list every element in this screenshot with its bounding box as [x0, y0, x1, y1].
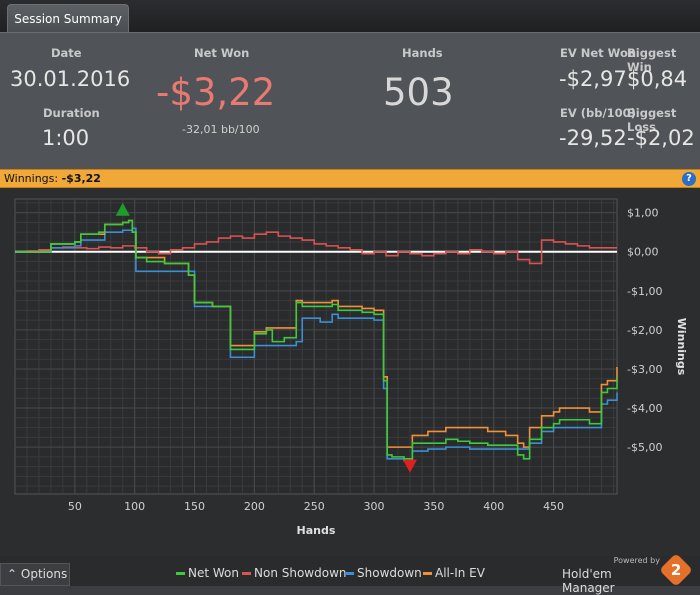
ev-bb100-value: -29,52	[559, 126, 627, 150]
legend-swatch	[242, 572, 251, 575]
powered-by-text: Powered by	[613, 556, 660, 565]
max-marker-icon	[115, 202, 130, 216]
min-marker-icon	[402, 459, 417, 473]
legend-item-all-in-ev: All-In EV	[423, 566, 485, 580]
legend-item-showdown: Showdown	[345, 566, 422, 580]
logo-number: 2	[670, 561, 682, 579]
y-tick-label: $1,00	[627, 207, 659, 220]
y-tick-label: $0,00	[627, 246, 659, 259]
duration-value: 1:00	[42, 126, 90, 150]
x-tick-label: 200	[244, 500, 265, 513]
footer-bar	[0, 556, 700, 586]
legend-label: Net Won	[188, 566, 239, 580]
brand-name: Hold'em Manager	[562, 567, 615, 595]
help-icon[interactable]: ?	[682, 172, 696, 186]
legend-label: Non Showdown	[254, 566, 347, 580]
options-label: Options	[20, 567, 68, 581]
session-summary-panel: Date 30.01.2016 Duration 1:00 Net Won -$…	[0, 32, 700, 169]
tab-session-summary[interactable]: Session Summary	[7, 4, 129, 32]
biggest-win-label: Biggest Win	[627, 46, 677, 74]
y-tick-label: -$1,00	[627, 285, 662, 298]
chart-area: $1,00 $0,00 -$1,00 -$2,00 -$3,00 -$4,00 -$5,00…	[0, 188, 700, 556]
winnings-header-text: Winnings: -$3,22	[4, 172, 101, 185]
y-tick-label: -$3,00	[627, 363, 662, 376]
winnings-header-title: Winnings:	[4, 172, 59, 185]
ev-bb100-label: EV (bb/100)	[560, 106, 636, 120]
biggest-loss-label: Biggest Loss	[627, 106, 677, 134]
x-tick-label: 50	[68, 500, 82, 513]
series-line-non-showdown	[15, 231, 617, 265]
date-value: 30.01.2016	[10, 67, 131, 91]
legend-label: All-In EV	[435, 566, 485, 580]
winnings-header-value: -$3,22	[61, 172, 101, 185]
chart-markers	[115, 202, 417, 473]
ev-net-won-label: EV Net Won	[560, 46, 637, 60]
legend-item-net-won: Net Won	[176, 566, 239, 580]
winnings-chart: $1,00 $0,00 -$1,00 -$2,00 -$3,00 -$4,00 -$5,00…	[14, 198, 688, 537]
net-won-bb100: -32,01 bb/100	[182, 123, 260, 136]
chevron-up-icon: ⌃	[7, 567, 18, 581]
chart-series	[15, 219, 618, 462]
y-axis-label: Winnings	[675, 318, 688, 376]
x-tick-label: 400	[483, 500, 504, 513]
duration-label: Duration	[43, 106, 100, 120]
net-won-value: -$3,22	[156, 71, 276, 114]
y-tick-label: -$4,00	[627, 402, 662, 415]
winnings-header-bar: Winnings: -$3,22 ?	[0, 169, 700, 188]
y-tick-label: -$5,00	[627, 441, 662, 454]
x-tick-label: 250	[304, 500, 325, 513]
y-axis: $1,00 $0,00 -$1,00 -$2,00 -$3,00 -$4,00 -$5,00…	[627, 207, 688, 454]
legend-swatch	[176, 572, 185, 575]
biggest-loss-value: -$2,02	[627, 126, 695, 150]
x-tick-label: 300	[364, 500, 385, 513]
x-tick-label: 350	[423, 500, 444, 513]
top-tab-bar: Session Summary	[0, 0, 700, 32]
legend-swatch	[423, 572, 432, 575]
ev-net-won-value: -$2,97	[559, 67, 627, 91]
legend-swatch	[345, 572, 354, 575]
legend-label: Showdown	[357, 566, 422, 580]
date-label: Date	[51, 46, 82, 60]
x-tick-label: 150	[184, 500, 205, 513]
series-line-showdown	[15, 227, 618, 462]
options-button[interactable]: ⌃ Options	[0, 563, 70, 586]
legend-item-non-showdown: Non Showdown	[242, 566, 347, 580]
hands-value: 503	[383, 71, 454, 114]
x-axis-label: Hands	[297, 524, 336, 537]
biggest-win-value: $0,84	[627, 67, 688, 91]
y-tick-label: -$2,00	[627, 324, 662, 337]
x-tick-label: 450	[543, 500, 564, 513]
x-axis: 50 100 150 200 250 300 350 400 450 Hands	[68, 500, 564, 537]
x-tick-label: 100	[124, 500, 145, 513]
net-won-label: Net Won	[194, 46, 250, 60]
brand-text: Powered by Hold'em Manager	[562, 556, 660, 595]
series-line-net-won	[15, 219, 618, 460]
hands-label: Hands	[402, 46, 443, 60]
